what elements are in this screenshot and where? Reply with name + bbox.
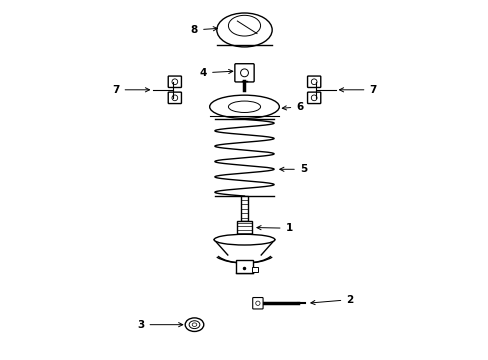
Bar <box>237 221 251 235</box>
Text: 7: 7 <box>112 85 149 95</box>
Bar <box>251 267 258 272</box>
Bar <box>241 196 247 221</box>
Ellipse shape <box>192 323 196 327</box>
Ellipse shape <box>185 318 203 332</box>
Text: 2: 2 <box>310 295 353 305</box>
Text: 7: 7 <box>339 85 376 95</box>
Ellipse shape <box>214 234 274 245</box>
Text: 1: 1 <box>256 223 292 233</box>
Ellipse shape <box>189 321 200 329</box>
FancyBboxPatch shape <box>252 297 263 309</box>
Text: 5: 5 <box>279 164 306 174</box>
Bar <box>235 260 253 273</box>
Text: 3: 3 <box>137 320 183 330</box>
Text: 8: 8 <box>190 25 217 35</box>
Text: 6: 6 <box>282 102 303 112</box>
Text: 4: 4 <box>199 68 232 78</box>
